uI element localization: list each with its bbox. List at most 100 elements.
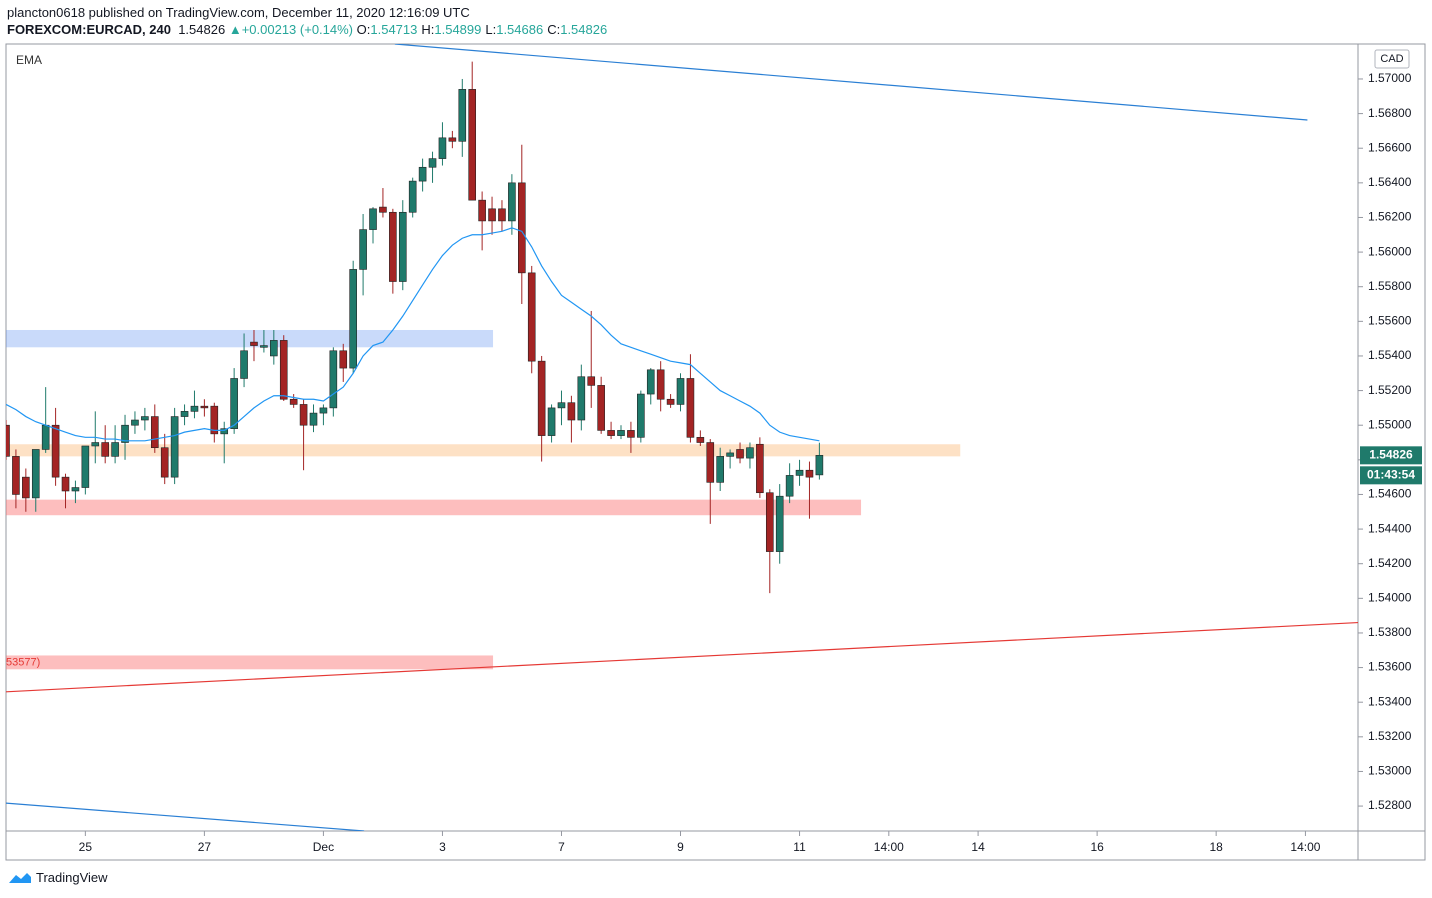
y-tick-label: 1.55200 <box>1368 383 1412 397</box>
candle-body <box>805 469 814 478</box>
candle-body <box>418 166 427 182</box>
x-tick-label: 16 <box>1090 840 1104 854</box>
candle-body <box>349 269 357 369</box>
candle-body <box>666 398 675 405</box>
candle-body <box>765 492 774 552</box>
candle-body <box>468 89 477 201</box>
candle-body <box>210 405 219 435</box>
candle-body <box>726 452 734 457</box>
candle-body <box>141 416 149 421</box>
candle-body <box>597 385 605 431</box>
candle-body <box>379 206 387 213</box>
candle-body <box>389 211 397 282</box>
candle-body <box>240 350 248 379</box>
candle-body <box>428 158 437 168</box>
countdown-bg <box>1360 466 1422 485</box>
symbol: FOREXCOM:EURCAD, 240 <box>7 22 171 37</box>
candle-body <box>756 443 764 494</box>
candle-body <box>329 350 338 409</box>
x-tick-label: 14 <box>971 840 985 854</box>
candle-body <box>637 393 645 438</box>
candle-body <box>150 416 159 449</box>
candle-body <box>438 137 447 159</box>
candle-body <box>537 360 546 436</box>
candle-body <box>736 449 744 459</box>
ohlc-label: C: <box>547 22 561 37</box>
y-tick-label: 1.55400 <box>1368 348 1412 362</box>
candle-body <box>518 182 526 274</box>
candle-body <box>299 404 308 426</box>
candle-body <box>527 272 536 362</box>
y-tick-label: 1.52800 <box>1368 798 1412 812</box>
candle-body <box>686 378 695 438</box>
candle-body <box>547 407 556 436</box>
candle-body <box>91 442 100 447</box>
candle-body <box>180 411 189 417</box>
candle-body <box>587 376 596 386</box>
price-tag: 1.54826 <box>1369 448 1413 462</box>
y-tick-label: 1.53800 <box>1368 625 1412 639</box>
byline: plancton0618 published on TradingView.co… <box>7 5 470 20</box>
arrow: ▲ <box>228 22 242 37</box>
candle-body <box>12 456 20 495</box>
candle-body <box>41 424 50 450</box>
candle-body <box>577 376 586 421</box>
y-tick-label: 1.54400 <box>1368 521 1412 535</box>
candle-body <box>31 449 40 499</box>
candle-body <box>458 89 467 142</box>
y-tick-label: 1.53200 <box>1368 729 1412 743</box>
ohlc-label: O: <box>356 22 371 37</box>
candle-body <box>746 447 754 459</box>
candle-body <box>270 340 278 357</box>
ohlc: O:1.54713 H:1.54899 L:1.54686 C:1.54826 <box>357 22 612 37</box>
candle-body <box>369 208 377 230</box>
ohlc-value: 1.54826 <box>560 22 608 37</box>
ohlc-value: 1.54686 <box>496 22 544 37</box>
candle-body <box>250 341 258 346</box>
ohlc-value: 1.54899 <box>434 22 482 37</box>
ema-line <box>6 227 820 442</box>
candle-body <box>408 180 417 213</box>
y-tick-label: 1.53400 <box>1368 694 1412 708</box>
y-tick-label: 1.53600 <box>1368 660 1412 674</box>
y-tick-label: 1.54000 <box>1368 590 1412 604</box>
candle-body <box>339 350 348 369</box>
x-tick-label: 9 <box>677 840 684 854</box>
candle-body <box>617 430 625 436</box>
candle-body <box>646 369 655 395</box>
candle-body <box>359 229 367 270</box>
candle-body <box>448 137 457 142</box>
legend-entry: EMA <box>16 53 42 67</box>
y-tick-label: 1.56400 <box>1368 175 1412 189</box>
candle-body <box>488 208 496 222</box>
trendline <box>394 44 1308 121</box>
candle-body <box>627 430 635 438</box>
x-tick-label: 14:00 <box>1290 840 1320 854</box>
currency: CAD <box>1380 53 1403 65</box>
candle-body <box>22 476 30 499</box>
candle-body <box>279 340 288 400</box>
y-tick-label: 1.54200 <box>1368 556 1412 570</box>
candle-body <box>101 442 109 457</box>
y-tick-label: 1.55000 <box>1368 417 1412 431</box>
y-tick-label: 1.55800 <box>1368 279 1412 293</box>
x-tick-label: 14:00 <box>874 840 904 854</box>
currency-box <box>1374 49 1410 69</box>
y-tick-label: 1.57000 <box>1368 71 1412 85</box>
candle-body <box>319 407 328 414</box>
zone <box>6 329 494 348</box>
symbol-line: FOREXCOM:EURCAD, 240 1.54826 ▲+0.00213 (… <box>7 21 611 38</box>
trendline <box>6 802 365 831</box>
y-tick-label: 1.54600 <box>1368 487 1412 501</box>
header: plancton0618 published on TradingView.co… <box>7 4 611 38</box>
candle-body <box>309 412 318 426</box>
zone <box>6 655 494 670</box>
plot: 53577) <box>6 44 1358 831</box>
x-tick-label: 3 <box>439 840 446 854</box>
candle-body <box>260 345 268 348</box>
last: 1.54826 <box>178 22 226 37</box>
candle-body <box>121 424 129 443</box>
candle-body <box>607 430 615 436</box>
countdown: 01:43:54 <box>1367 468 1415 482</box>
